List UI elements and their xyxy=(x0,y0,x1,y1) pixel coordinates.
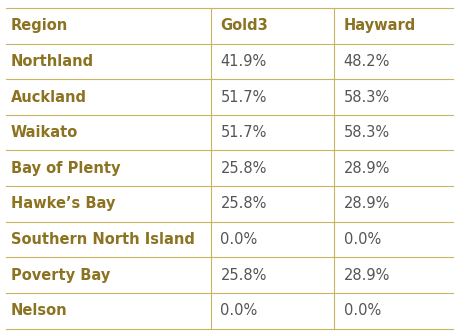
Text: Waikato: Waikato xyxy=(11,125,78,140)
Text: 28.9%: 28.9% xyxy=(343,196,390,211)
Text: 58.3%: 58.3% xyxy=(343,125,390,140)
Text: 25.8%: 25.8% xyxy=(220,196,267,211)
Text: Poverty Bay: Poverty Bay xyxy=(11,268,110,283)
Text: Gold3: Gold3 xyxy=(220,18,268,33)
Text: 41.9%: 41.9% xyxy=(220,54,267,69)
Text: Hayward: Hayward xyxy=(343,18,416,33)
Text: 58.3%: 58.3% xyxy=(343,90,390,105)
Text: 0.0%: 0.0% xyxy=(220,303,257,318)
Text: Bay of Plenty: Bay of Plenty xyxy=(11,161,120,176)
Text: 48.2%: 48.2% xyxy=(343,54,390,69)
Text: 0.0%: 0.0% xyxy=(343,303,381,318)
Text: 51.7%: 51.7% xyxy=(220,125,267,140)
Text: Northland: Northland xyxy=(11,54,94,69)
Text: Region: Region xyxy=(11,18,68,33)
Text: Auckland: Auckland xyxy=(11,90,86,105)
Text: 25.8%: 25.8% xyxy=(220,268,267,283)
Text: Southern North Island: Southern North Island xyxy=(11,232,195,247)
Text: 28.9%: 28.9% xyxy=(343,161,390,176)
Text: 0.0%: 0.0% xyxy=(220,232,257,247)
Text: Nelson: Nelson xyxy=(11,303,67,318)
Text: 51.7%: 51.7% xyxy=(220,90,267,105)
Text: Hawke’s Bay: Hawke’s Bay xyxy=(11,196,115,211)
Text: 28.9%: 28.9% xyxy=(343,268,390,283)
Text: 25.8%: 25.8% xyxy=(220,161,267,176)
Text: 0.0%: 0.0% xyxy=(343,232,381,247)
